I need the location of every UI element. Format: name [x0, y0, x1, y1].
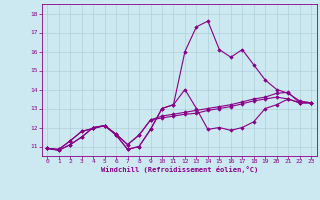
- X-axis label: Windchill (Refroidissement éolien,°C): Windchill (Refroidissement éolien,°C): [100, 166, 258, 173]
